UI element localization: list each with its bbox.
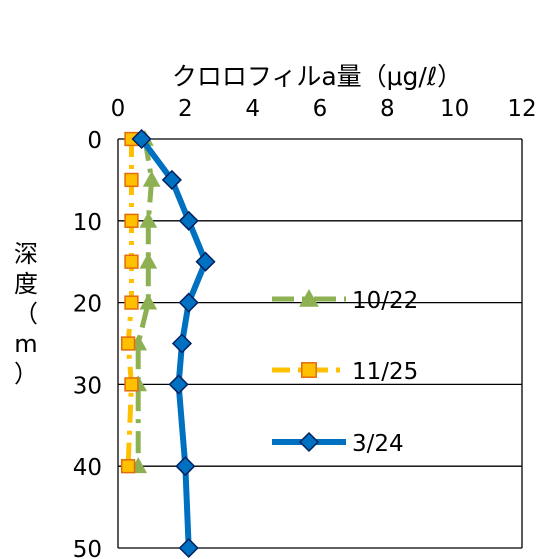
legend: 10/22 11/25 3/24 — [272, 288, 418, 457]
y-tick-label: 30 — [73, 373, 102, 399]
data-point-diamond — [178, 537, 199, 559]
y-tick-label: 0 — [87, 128, 102, 154]
data-point-diamond — [298, 431, 320, 453]
data-point-diamond — [195, 251, 216, 272]
data-point-square — [124, 254, 139, 269]
legend-entry: 11/25 — [272, 359, 418, 385]
legend-entry: 3/24 — [272, 431, 404, 457]
data-point-square — [301, 362, 317, 378]
data-point-square — [120, 336, 136, 351]
x-tick-label: 12 — [507, 96, 536, 122]
data-point-triangle — [299, 288, 319, 307]
y-axis-title: 深度（ m） — [14, 240, 38, 388]
x-tick-label: 10 — [440, 96, 469, 122]
y-axis-title-text: 深度（ m） — [14, 240, 38, 388]
legend-label: 11/25 — [352, 359, 418, 385]
data-point-square — [124, 377, 139, 392]
data-point-triangle — [139, 252, 158, 269]
y-tick-label: 40 — [73, 455, 102, 481]
x-tick-label: 0 — [111, 96, 126, 122]
series-layer — [120, 128, 216, 559]
x-tick-label: 6 — [313, 96, 328, 122]
data-point-diamond — [178, 292, 199, 313]
legend-entry: 10/22 — [272, 288, 418, 314]
data-point-square — [124, 172, 139, 188]
legend-label: 10/22 — [352, 288, 418, 314]
data-point-triangle — [139, 211, 158, 228]
x-tick-label: 2 — [178, 96, 193, 122]
data-point-square — [124, 295, 139, 310]
legend-label: 3/24 — [352, 431, 404, 457]
series-3-24 — [131, 128, 216, 559]
data-point-square — [120, 459, 136, 474]
data-point-triangle — [142, 170, 161, 187]
data-point-triangle — [139, 293, 158, 310]
y-tick-label: 50 — [73, 537, 102, 559]
data-point-diamond — [131, 128, 152, 150]
x-tick-label: 4 — [245, 96, 260, 122]
y-tick-label: 20 — [73, 292, 102, 318]
data-point-diamond — [175, 456, 196, 477]
data-point-square — [124, 213, 139, 228]
y-tick-label: 10 — [73, 210, 102, 236]
data-point-diamond — [168, 374, 189, 395]
series-11-25 — [120, 131, 139, 474]
data-point-diamond — [171, 333, 193, 354]
axes: 0 10 20 30 40 50 0 2 4 6 8 10 12 — [73, 96, 537, 559]
x-axis-title: クロロフィルa量（μg/ℓ） — [172, 62, 462, 91]
x-tick-label: 8 — [380, 96, 395, 122]
data-point-diamond — [178, 210, 199, 231]
data-point-diamond — [161, 169, 182, 190]
